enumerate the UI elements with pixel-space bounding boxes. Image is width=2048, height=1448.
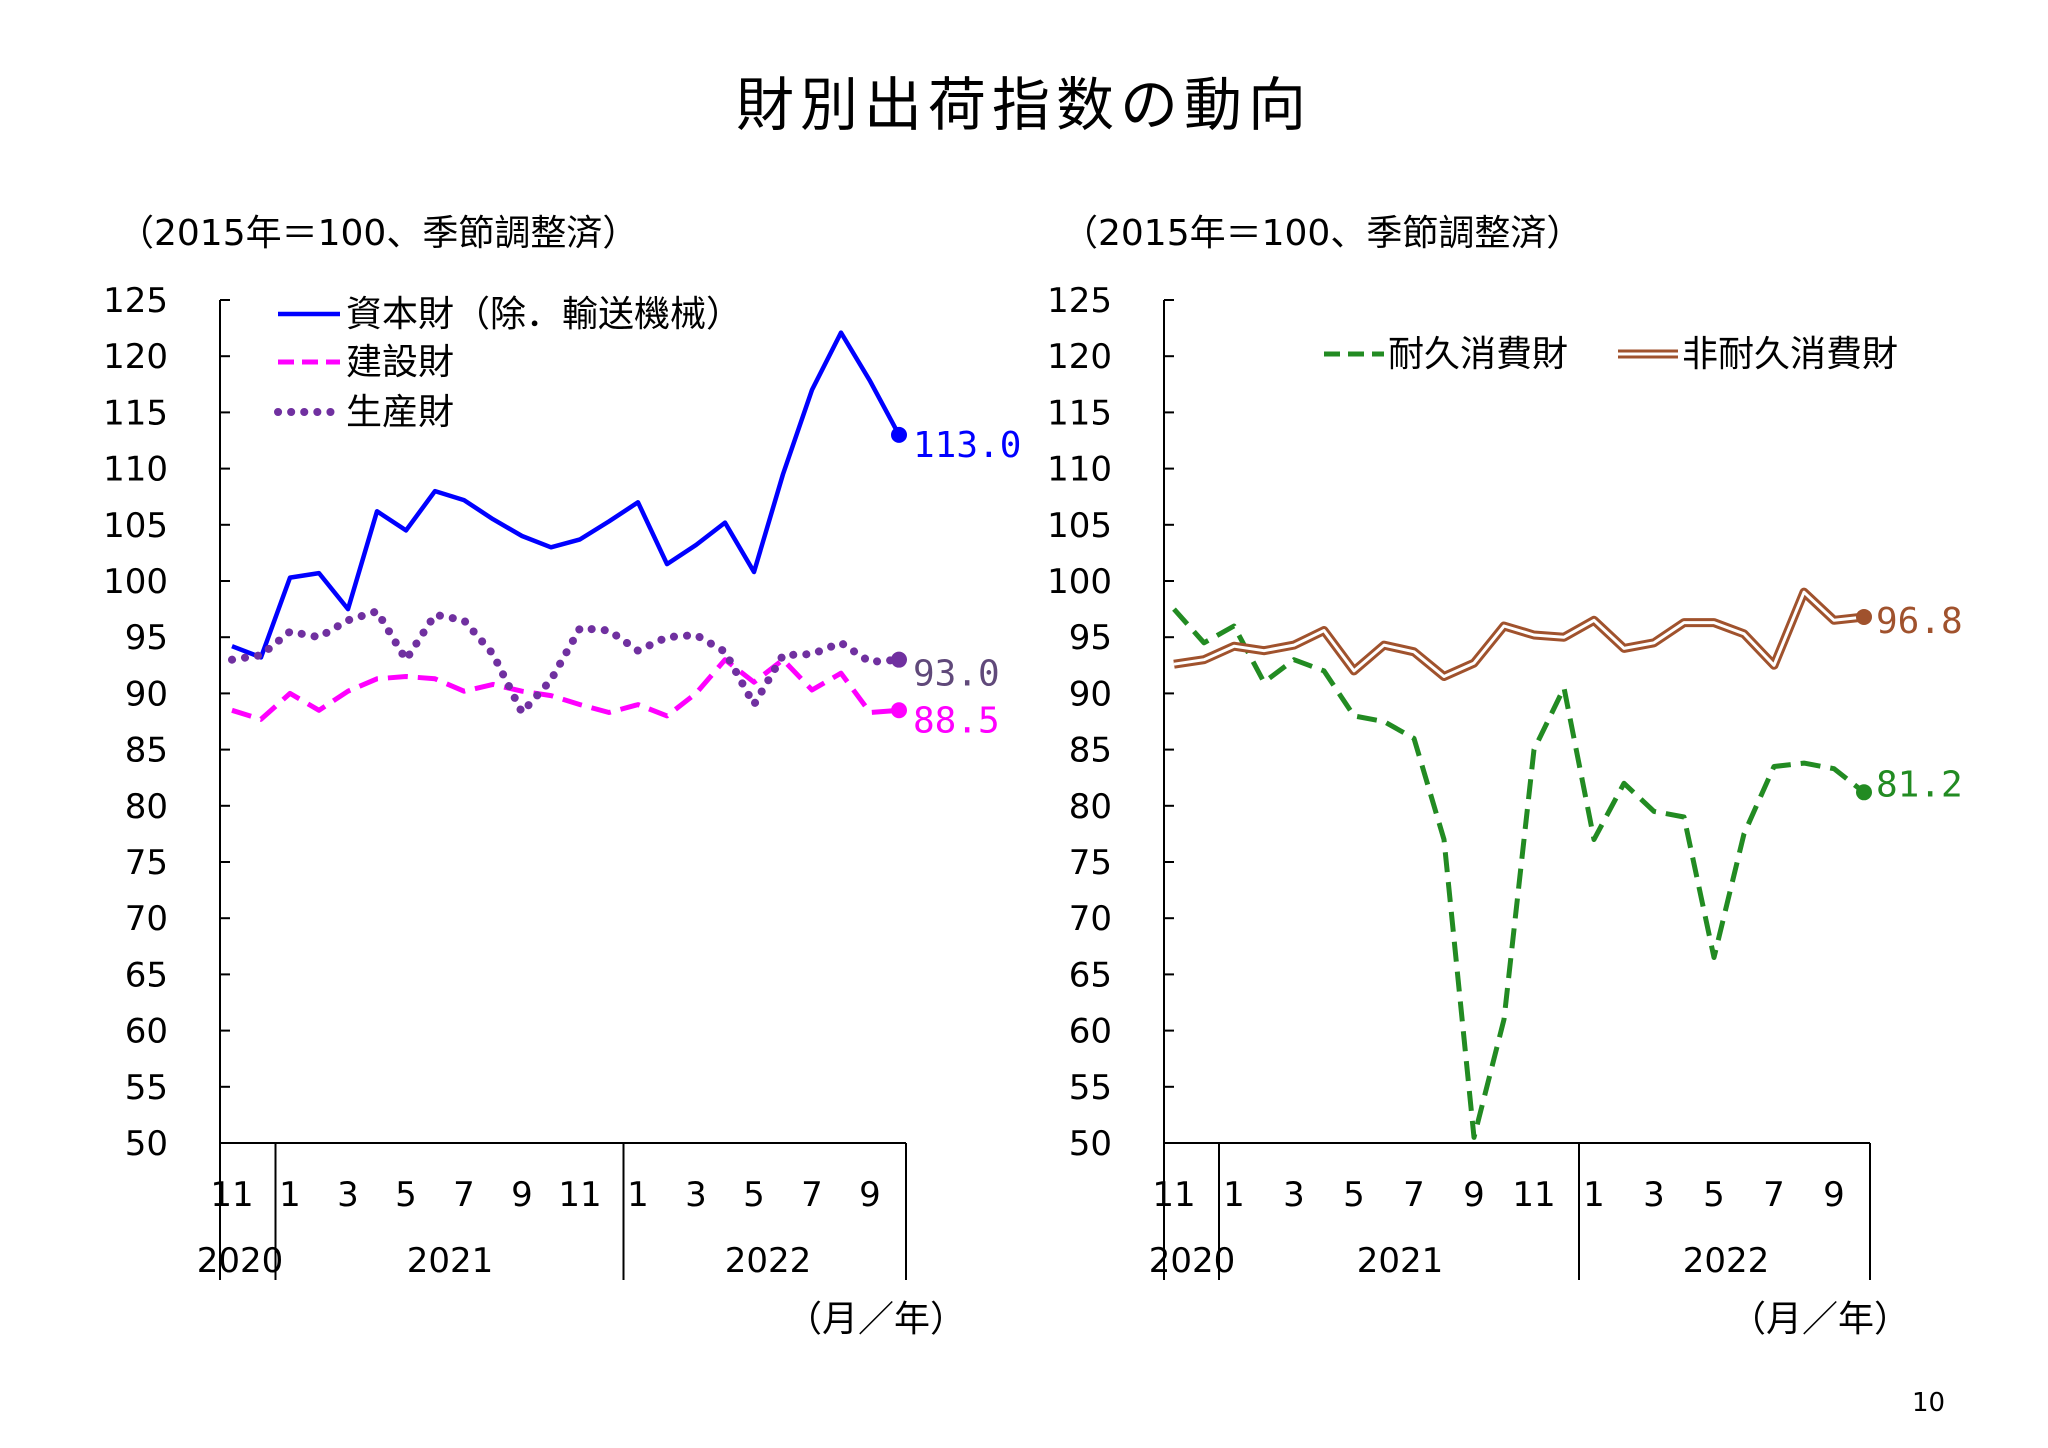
x-month-tick-label: 9 — [1463, 1175, 1485, 1215]
series-line-producer — [228, 607, 903, 717]
x-month-tick-label: 11 — [210, 1175, 253, 1215]
y-tick-label: 115 — [103, 393, 168, 433]
y-tick-label: 75 — [1069, 843, 1112, 883]
right-chart-unit-note: （2015年＝100、季節調整済） — [1062, 213, 1583, 254]
x-year-label: 2022 — [1683, 1241, 1770, 1281]
series-end-point-capital — [891, 426, 907, 443]
x-month-tick-label: 5 — [395, 1175, 417, 1215]
x-month-tick-label: 5 — [1343, 1175, 1365, 1215]
x-month-tick-label: 9 — [511, 1175, 533, 1215]
x-month-tick-label: 1 — [627, 1175, 649, 1215]
series-end-label-producer: 93.0 — [913, 654, 1000, 695]
y-tick-label: 85 — [1069, 731, 1112, 771]
y-tick-label: 65 — [1069, 955, 1112, 995]
series-end-label-durable: 81.2 — [1876, 764, 1963, 805]
legend-label-nondurable: 非耐久消費財 — [1682, 334, 1898, 375]
legend-label-producer: 生産財 — [346, 392, 454, 433]
x-month-tick-label: 7 — [801, 1175, 823, 1215]
left-chart-unit-note: （2015年＝100、季節調整済） — [118, 213, 639, 254]
series-line-construction — [231, 657, 900, 722]
y-tick-label: 100 — [1047, 562, 1112, 602]
series-line-inner-nondurable — [1173, 590, 1865, 678]
y-tick-label: 95 — [125, 618, 168, 658]
y-tick-label: 95 — [1069, 618, 1112, 658]
series-end-point-producer — [891, 651, 907, 668]
series-end-point-nondurable — [1856, 608, 1872, 625]
legend-label-capital: 資本財（除．輸送機械） — [346, 294, 742, 335]
x-month-tick-label: 7 — [1763, 1175, 1785, 1215]
series-end-label-capital: 113.0 — [913, 425, 1021, 466]
x-month-tick-label: 11 — [1152, 1175, 1195, 1215]
y-tick-label: 90 — [125, 674, 168, 714]
y-tick-label: 125 — [103, 281, 168, 321]
x-month-tick-label: 1 — [1223, 1175, 1245, 1215]
y-tick-label: 120 — [103, 337, 168, 377]
x-month-tick-label: 9 — [1823, 1175, 1845, 1215]
right-line-chart: 5055606570758085909510010511011512012511… — [1047, 281, 1963, 1281]
y-tick-label: 105 — [1047, 506, 1112, 546]
y-tick-label: 65 — [125, 955, 168, 995]
x-month-tick-label: 1 — [279, 1175, 301, 1215]
x-month-tick-label: 3 — [1643, 1175, 1665, 1215]
x-month-tick-label: 9 — [859, 1175, 881, 1215]
x-year-label: 2021 — [1357, 1241, 1444, 1281]
x-month-tick-label: 1 — [1583, 1175, 1605, 1215]
series-end-label-nondurable: 96.8 — [1876, 601, 1963, 642]
series-end-point-durable — [1856, 784, 1872, 801]
x-year-label: 2021 — [407, 1241, 494, 1281]
y-tick-label: 55 — [125, 1068, 168, 1108]
y-tick-label: 90 — [1069, 674, 1112, 714]
x-month-tick-label: 7 — [453, 1175, 475, 1215]
x-year-label: 2022 — [725, 1241, 812, 1281]
y-tick-label: 50 — [1069, 1124, 1112, 1164]
x-month-tick-label: 5 — [743, 1175, 765, 1215]
page-title: 財別出荷指数の動向 — [735, 71, 1312, 139]
y-tick-label: 115 — [1047, 393, 1112, 433]
x-month-tick-label: 11 — [1512, 1175, 1555, 1215]
y-tick-label: 50 — [125, 1124, 168, 1164]
y-tick-label: 80 — [1069, 787, 1112, 827]
series-end-point-construction — [891, 702, 907, 719]
x-month-tick-label: 3 — [685, 1175, 707, 1215]
y-tick-label: 100 — [103, 562, 168, 602]
series-line-nondurable — [1173, 587, 1865, 681]
y-tick-label: 85 — [125, 731, 168, 771]
x-month-tick-label: 3 — [337, 1175, 359, 1215]
y-tick-label: 60 — [1069, 1012, 1112, 1052]
y-tick-label: 70 — [1069, 899, 1112, 939]
page-number: 10 — [1912, 1388, 1946, 1418]
legend-label-durable: 耐久消費財 — [1388, 334, 1568, 375]
y-tick-label: 70 — [125, 899, 168, 939]
y-tick-label: 110 — [1047, 450, 1112, 490]
left-chart-x-unit: （月／年） — [786, 1299, 967, 1340]
y-tick-label: 125 — [1047, 281, 1112, 321]
x-month-tick-label: 7 — [1403, 1175, 1425, 1215]
right-chart-x-unit: （月／年） — [1730, 1299, 1911, 1340]
y-tick-label: 80 — [125, 787, 168, 827]
y-tick-label: 60 — [125, 1012, 168, 1052]
y-tick-label: 75 — [125, 843, 168, 883]
x-year-label: 2020 — [1149, 1241, 1236, 1281]
y-tick-label: 120 — [1047, 337, 1112, 377]
y-tick-label: 105 — [103, 506, 168, 546]
series-line-durable — [1172, 607, 1866, 1140]
x-month-tick-label: 3 — [1283, 1175, 1305, 1215]
series-end-label-construction: 88.5 — [913, 700, 1000, 741]
y-tick-label: 55 — [1069, 1068, 1112, 1108]
x-month-tick-label: 11 — [558, 1175, 601, 1215]
legend-label-construction: 建設財 — [346, 342, 454, 383]
x-month-tick-label: 5 — [1703, 1175, 1725, 1215]
y-tick-label: 110 — [103, 450, 168, 490]
left-line-chart: 5055606570758085909510010511011512012511… — [103, 281, 1021, 1281]
series-line-capital — [231, 330, 901, 660]
x-year-label: 2020 — [197, 1241, 284, 1281]
